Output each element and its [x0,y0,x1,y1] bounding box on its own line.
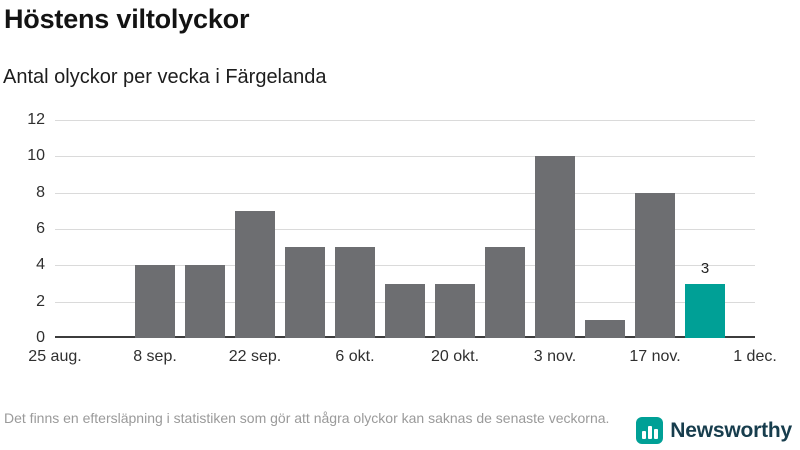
bar-data-label: 3 [700,259,710,277]
y-axis-label: 4 [36,256,45,274]
bar [185,265,225,338]
bar [135,265,175,338]
gridline [55,156,755,158]
bar [435,283,475,338]
y-axis-label: 12 [27,111,45,128]
page-title: Höstens viltolyckor [4,4,250,34]
x-axis-label: 20 okt. [430,348,480,365]
x-axis-label: 6 okt. [335,348,375,365]
bar-highlighted [685,283,725,338]
x-axis-label: 3 nov. [533,348,577,365]
newsworthy-logo: Newsworthy [636,417,792,444]
bar [285,247,325,338]
x-axis-label: 17 nov. [629,348,681,365]
bar [585,319,625,338]
y-axis-label: 8 [36,183,45,201]
gridline [55,229,755,230]
x-axis-label: 1 dec. [733,348,777,365]
plot-area: 0 2 4 6 8 10 12 3 25 aug. 8 sep. 22 sep. 6 okt. 20 o… [27,111,777,365]
y-axis-label: 10 [27,147,45,165]
x-axis-label: 22 sep. [228,348,282,365]
bar [385,283,425,338]
y-axis-label: 0 [36,329,45,346]
bar [485,247,525,338]
x-axis-label: 25 aug. [28,348,82,365]
bar [635,192,675,338]
y-axis-label: 2 [36,292,45,310]
x-axis-label: 8 sep. [133,348,177,365]
y-axis-label: 6 [36,220,45,237]
gridline [55,265,755,267]
gridline [55,120,755,121]
chart-subtitle: Antal olyckor per vecka i Färgelanda [3,66,327,88]
bar [335,247,375,338]
newsworthy-logo-text: Newsworthy [670,418,792,442]
footer-disclaimer: Det finns en eftersläpning i statistiken… [4,410,610,426]
bar [235,210,275,338]
bar-chart-icon [636,417,664,444]
bar [535,156,575,338]
gridline [55,192,755,194]
